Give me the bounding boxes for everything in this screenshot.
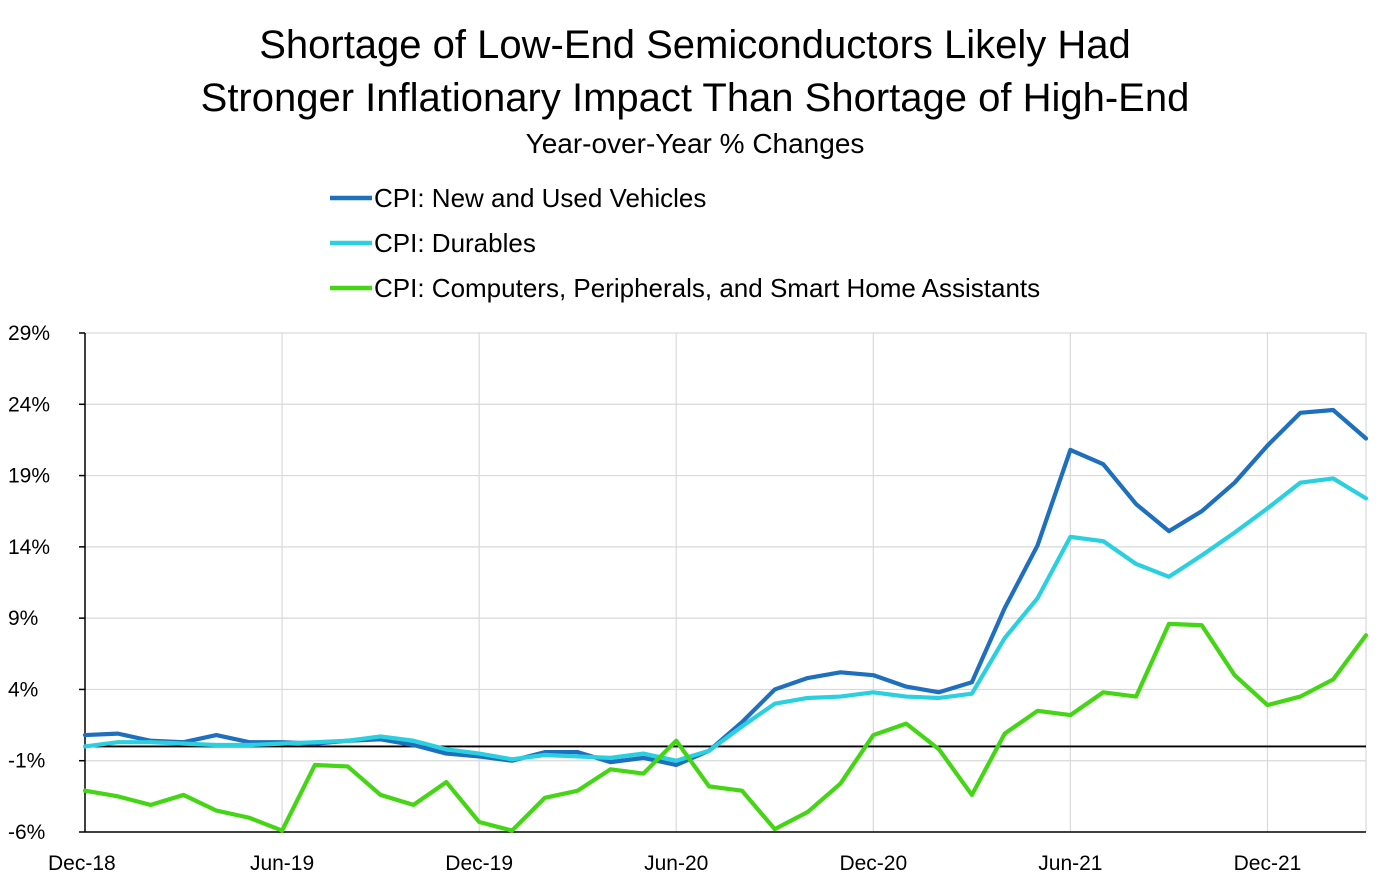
x-tick-label: Dec-20 [839,852,907,875]
y-tick-label: -6% [8,821,45,844]
y-tick-label: 9% [8,607,38,630]
x-tick-label: Dec-19 [445,852,513,875]
y-tick-label: 14% [8,536,50,559]
series-line-2 [82,476,1369,763]
x-tick-label: Jun-19 [250,852,314,875]
legend-label: CPI: Computers, Peripherals, and Smart H… [374,273,1040,303]
legend-item-3: CPI: Computers, Peripherals, and Smart H… [330,273,1040,303]
y-tick-label: 29% [8,322,50,345]
x-tick-label: Dec-21 [1234,852,1302,875]
x-tick-label: Jun-20 [644,852,708,875]
y-tick-labels: 29% 24% 19% 14% 9% 4% -1% -6% [8,322,50,844]
series-line-3 [82,621,1369,833]
legend: CPI: New and Used Vehicles CPI: Durables C… [330,183,1040,303]
grid [85,332,1367,832]
series-line-1 [82,407,1369,768]
x-tick-label: Jun-21 [1038,852,1102,875]
legend-item-1: CPI: New and Used Vehicles [330,183,706,213]
axes [79,332,1366,833]
series-group [82,407,1369,833]
x-tick-label: Dec-18 [48,852,116,875]
y-tick-label: -1% [8,750,45,773]
chart-title-line-2: Stronger Inflationary Impact Than Shorta… [201,76,1190,120]
legend-label: CPI: Durables [374,228,536,258]
chart-title-line-1: Shortage of Low-End Semiconductors Likel… [259,23,1131,67]
chart-subtitle: Year-over-Year % Changes [526,128,865,159]
y-tick-label: 24% [8,393,50,416]
x-tick-labels: Dec-18 Jun-19 Dec-19 Jun-20 Dec-20 Jun-21 Dec-… [48,852,1301,875]
y-tick-label: 4% [8,678,38,701]
y-tick-label: 19% [8,465,50,488]
legend-item-2: CPI: Durables [330,228,536,258]
legend-label: CPI: New and Used Vehicles [374,183,706,213]
